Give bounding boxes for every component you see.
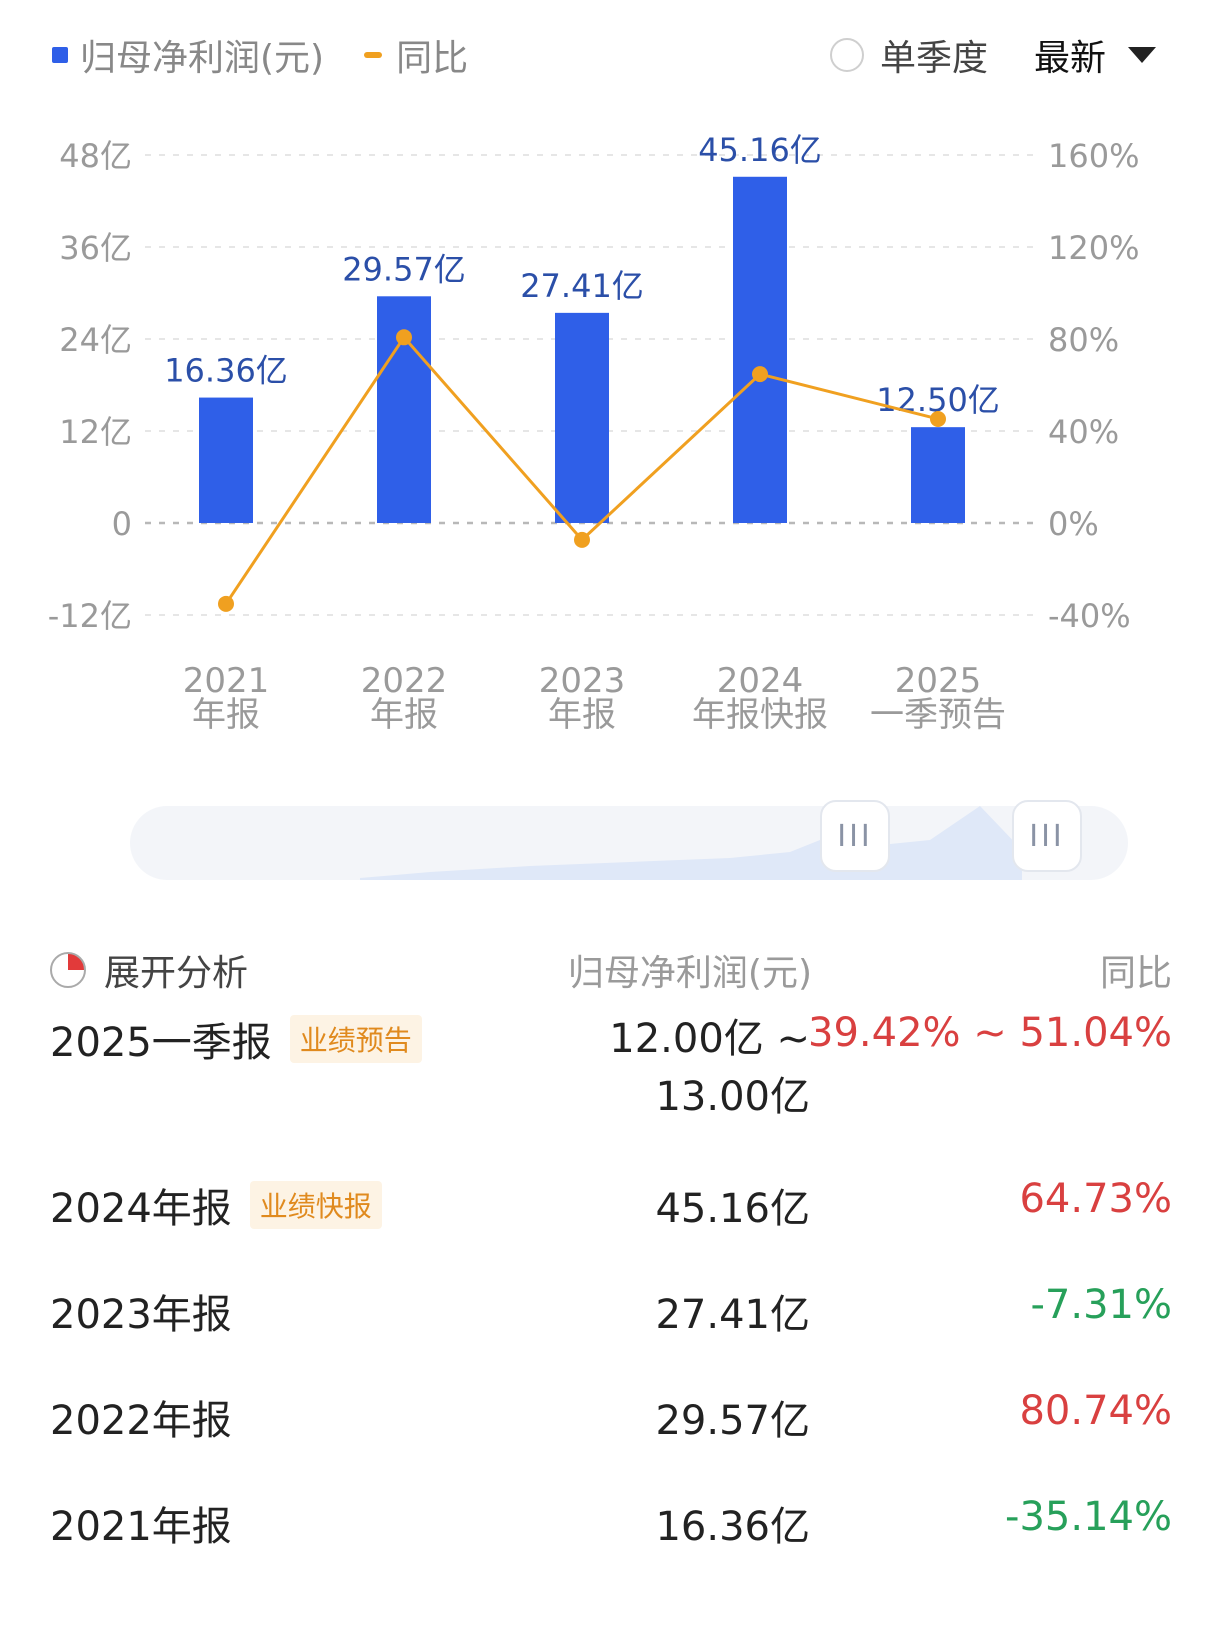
row-period: 2025一季报 <box>50 1020 272 1066</box>
yoy-point <box>218 595 234 612</box>
right-tick-label: 120% <box>1048 229 1139 267</box>
chevron-down-icon[interactable] <box>1128 47 1156 63</box>
bar-value-label: 16.36亿 <box>164 352 288 390</box>
row-value: 45.16亿 <box>655 1186 810 1232</box>
row-yoy: -35.14% <box>1005 1494 1172 1540</box>
yoy-point <box>574 531 590 548</box>
slider-handle-left[interactable]: III <box>820 800 890 872</box>
yoy-line-series <box>218 329 946 612</box>
left-tick-label: 36亿 <box>59 229 132 267</box>
row-tag-express: 业绩快报 <box>249 1181 382 1229</box>
left-tick-label: 24亿 <box>59 321 132 359</box>
slider-preview-area <box>360 806 1022 880</box>
left-tick-label: 48亿 <box>59 137 132 175</box>
yoy-point <box>930 410 946 427</box>
bar <box>555 312 609 523</box>
column-header-value: 归母净利润(元) <box>567 953 812 994</box>
x-tick-label: 2021 年报 <box>183 661 270 735</box>
legend-item-yoy[interactable]: 同比 <box>364 29 468 81</box>
single-quarter-radio[interactable] <box>829 38 864 72</box>
row-yoy: 39.42% ~ 51.04% <box>808 1010 1172 1056</box>
bar-value-label: 29.57亿 <box>342 250 466 288</box>
row-period: 2024年报 <box>50 1186 232 1232</box>
row-tag-forecast: 业绩预告 <box>289 1015 422 1063</box>
bar-series <box>199 176 965 524</box>
left-tick-label: -12亿 <box>48 597 132 635</box>
bar <box>911 427 965 523</box>
column-header-yoy: 同比 <box>1099 953 1172 994</box>
right-axis: 160% 120% 80% 40% 0% -40% <box>1048 137 1139 635</box>
legend-item-profit[interactable]: 归母净利润(元) <box>52 29 324 81</box>
bar <box>199 397 253 523</box>
profit-chart: 48亿 36亿 24亿 12亿 0 -12亿 160% 120% 80% 40% 0% -40% 1… <box>48 131 1140 735</box>
row-value-line2: 13.00亿 <box>655 1074 810 1120</box>
row-value: 16.36亿 <box>655 1504 810 1550</box>
row-value: 29.57亿 <box>655 1398 810 1444</box>
right-tick-label: -40% <box>1048 597 1131 635</box>
slider-handle-right[interactable]: III <box>1012 800 1082 872</box>
left-tick-label: 0 <box>112 505 132 543</box>
expand-analysis-button[interactable]: 展开分析 <box>50 944 248 996</box>
period-select-value[interactable]: 最新 <box>1033 38 1106 79</box>
bar-value-label: 45.16亿 <box>698 131 822 169</box>
chart-legend: 归母净利润(元) 同比 <box>52 30 508 80</box>
expand-analysis-label: 展开分析 <box>104 953 249 994</box>
legend-profit-label: 归母净利润(元) <box>80 38 325 79</box>
table-header: 展开分析 归母净利润(元) 同比 <box>50 938 1172 998</box>
left-axis: 48亿 36亿 24亿 12亿 0 -12亿 <box>48 137 132 635</box>
yoy-point <box>752 366 768 383</box>
row-period: 2021年报 <box>50 1504 232 1550</box>
pie-chart-icon <box>50 952 86 988</box>
row-period: 2023年报 <box>50 1292 232 1338</box>
row-yoy: 80.74% <box>1019 1388 1172 1434</box>
x-tick-label: 2023 年报 <box>539 661 626 735</box>
yoy-point <box>396 329 412 346</box>
row-yoy: 64.73% <box>1019 1176 1172 1222</box>
single-quarter-label[interactable]: 单季度 <box>879 38 988 79</box>
row-value: 27.41亿 <box>655 1292 810 1338</box>
row-value: 12.00亿 ~ <box>609 1016 810 1062</box>
left-tick-label: 12亿 <box>59 413 132 451</box>
right-tick-label: 80% <box>1048 321 1119 359</box>
legend-line-swatch <box>364 52 383 58</box>
x-tick-label: 2022 年报 <box>361 661 448 735</box>
x-tick-label: 2024 年报快报 <box>692 661 828 735</box>
right-tick-label: 160% <box>1048 137 1139 175</box>
legend-yoy-label: 同比 <box>396 38 469 79</box>
chart-controls: 单季度 最新 <box>829 26 1156 84</box>
x-tick-label: 2025 一季预告 <box>870 661 1006 735</box>
row-period: 2022年报 <box>50 1398 232 1444</box>
range-slider[interactable]: III III <box>130 800 1128 880</box>
legend-bar-swatch <box>52 47 68 63</box>
right-tick-label: 0% <box>1048 505 1099 543</box>
right-tick-label: 40% <box>1048 413 1119 451</box>
row-yoy: -7.31% <box>1030 1282 1172 1328</box>
bar <box>733 176 787 524</box>
bar-value-label: 27.41亿 <box>520 267 644 305</box>
x-axis: 2021 年报 2022 年报 2023 年报 2024 年报快报 2025 一季预告 <box>183 661 1006 735</box>
